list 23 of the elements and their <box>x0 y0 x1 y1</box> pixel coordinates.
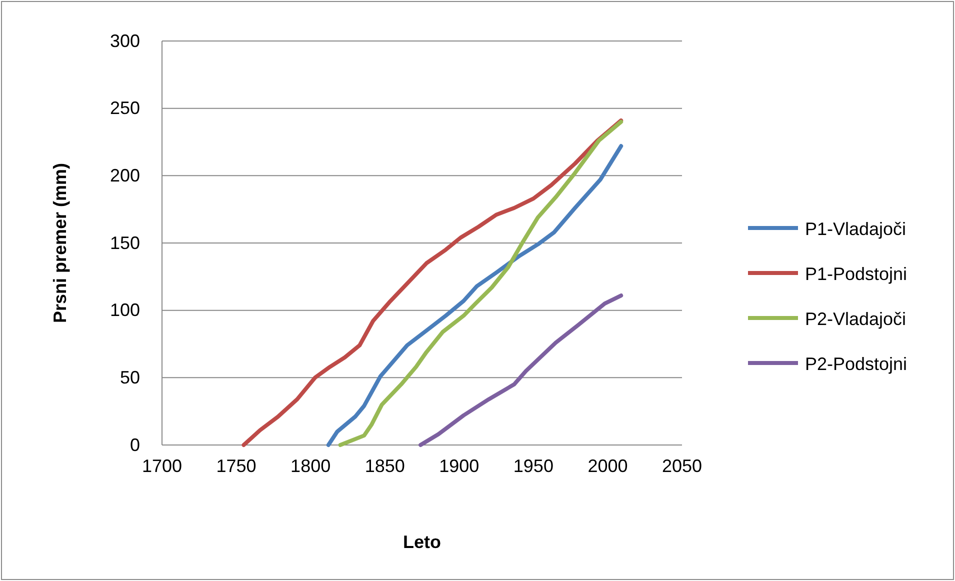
x-tick-label: 1950 <box>513 456 554 476</box>
x-axis-title: Leto <box>403 532 441 552</box>
x-tick-label: 1850 <box>364 456 405 476</box>
legend-label: P2-Podstojni <box>805 354 908 374</box>
y-tick-label: 0 <box>130 434 140 455</box>
y-tick-label: 300 <box>110 30 140 51</box>
x-tick-label: 1800 <box>290 456 331 476</box>
y-tick-label: 100 <box>110 300 140 320</box>
y-tick-label: 50 <box>120 367 140 388</box>
line-series <box>242 118 624 447</box>
legend-label: P1-Podstojni <box>805 264 908 284</box>
legend-label: P1-Vladajoči <box>805 219 906 239</box>
y-axis-title: Prsni premer (mm) <box>50 162 70 324</box>
x-tick-label: 1700 <box>142 456 182 476</box>
legend-label: P2-Vladajoči <box>805 309 906 329</box>
x-tick-label: 1750 <box>216 456 256 476</box>
y-tick-label: 200 <box>110 165 140 186</box>
line-series <box>418 294 624 447</box>
y-tick-label: 250 <box>110 98 140 118</box>
x-tick-label: 1900 <box>439 456 480 476</box>
x-tick-label: 2050 <box>662 456 702 476</box>
x-tick-label: 2000 <box>588 456 628 476</box>
y-tick-label: 150 <box>110 232 140 253</box>
